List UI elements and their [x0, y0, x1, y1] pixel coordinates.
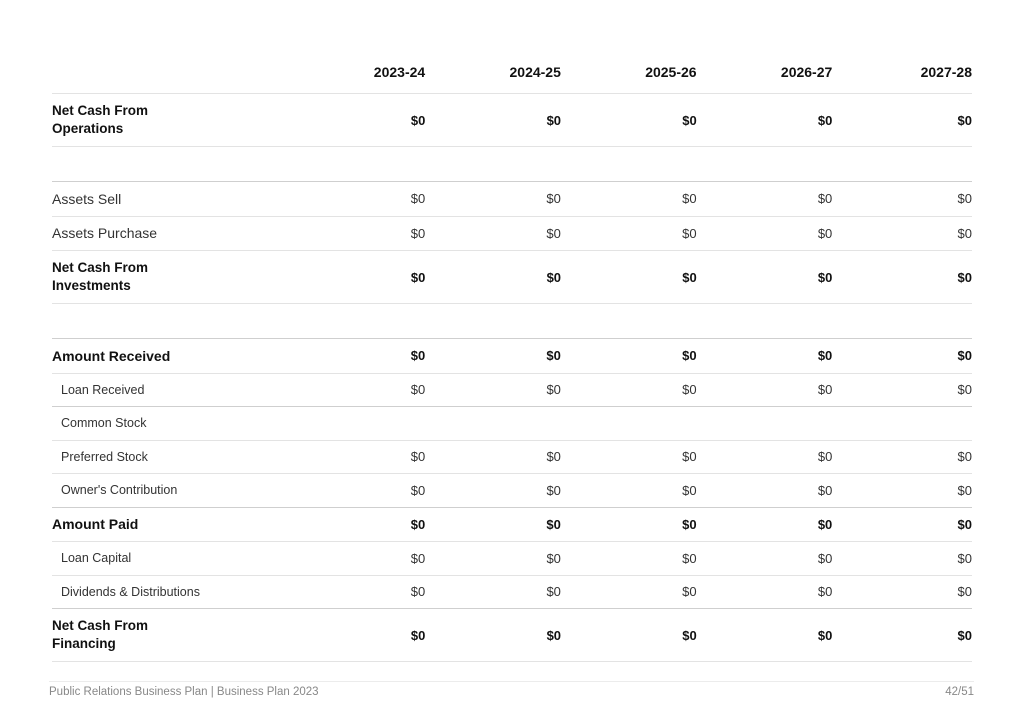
table-row-net-cash-financing: Net Cash From Financing $0 $0 $0 $0 $0 — [52, 609, 972, 662]
row-label: Net Cash From Investments — [52, 260, 149, 293]
row-value: $0 — [546, 550, 561, 566]
row-value: $0 — [682, 584, 697, 600]
table-row-loan-received: Loan Received $0 $0 $0 $0 $0 — [52, 374, 972, 407]
table-header-row: 2023-24 2024-25 2025-26 2026-27 2027-28 — [52, 50, 972, 94]
row-value: $0 — [546, 112, 562, 128]
row-value: $0 — [546, 269, 562, 285]
row-value: $0 — [957, 584, 972, 600]
year-header: 2027-28 — [920, 63, 972, 80]
table-row-net-cash-operations: Net Cash From Operations $0 $0 $0 $0 $0 — [52, 94, 972, 147]
row-value: $0 — [817, 112, 833, 128]
row-value: $0 — [410, 112, 426, 128]
row-value: $0 — [410, 482, 426, 498]
row-label: Loan Capital — [61, 551, 132, 566]
row-value: $0 — [682, 550, 697, 566]
row-value: $0 — [546, 449, 561, 465]
row-label: Preferred Stock — [61, 449, 148, 464]
year-header: 2023-24 — [373, 63, 426, 80]
table-row-amount-paid: Amount Paid $0 $0 $0 $0 $0 — [52, 508, 972, 542]
row-value: $0 — [817, 348, 833, 364]
row-value: $0 — [546, 584, 561, 600]
row-label: Owner's Contribution — [61, 483, 178, 498]
row-value: $0 — [682, 482, 697, 498]
row-value: $0 — [682, 348, 697, 364]
row-value: $0 — [410, 550, 426, 566]
table-row-net-cash-investments: Net Cash From Investments $0 $0 $0 $0 $0 — [52, 251, 972, 304]
row-label: Amount Paid — [52, 516, 139, 533]
row-value: $0 — [957, 482, 972, 498]
table-row-preferred-stock: Preferred Stock $0 $0 $0 $0 $0 — [52, 441, 972, 474]
row-label: Assets Sell — [52, 190, 122, 207]
row-value: $0 — [682, 382, 697, 398]
row-value: $0 — [957, 191, 972, 207]
row-value: $0 — [957, 627, 972, 643]
row-value: $0 — [957, 382, 972, 398]
table-row-dividends: Dividends & Distributions $0 $0 $0 $0 $0 — [52, 576, 972, 609]
row-value: $0 — [410, 627, 426, 643]
row-value: $0 — [410, 225, 426, 241]
cash-flow-table: 2023-24 2024-25 2025-26 2026-27 2027-28 … — [52, 50, 972, 662]
row-value: $0 — [682, 225, 697, 241]
row-label: Assets Purchase — [52, 225, 158, 242]
row-value: $0 — [817, 482, 833, 498]
row-value: $0 — [410, 584, 426, 600]
row-value: $0 — [957, 516, 972, 532]
row-value: $0 — [682, 449, 697, 465]
row-label: Amount Received — [52, 347, 171, 364]
row-value: $0 — [546, 382, 561, 398]
table-row-assets-purchase: Assets Purchase $0 $0 $0 $0 $0 — [52, 217, 972, 251]
table-row-amount-received: Amount Received $0 $0 $0 $0 $0 — [52, 339, 972, 374]
table-row-loan-capital: Loan Capital $0 $0 $0 $0 $0 — [52, 542, 972, 576]
year-header: 2025-26 — [645, 63, 697, 80]
page-number: 42/51 — [945, 686, 974, 698]
row-value: $0 — [817, 627, 833, 643]
row-value: $0 — [817, 269, 833, 285]
row-value: $0 — [410, 191, 426, 207]
row-value: $0 — [817, 516, 833, 532]
row-value: $0 — [410, 348, 426, 364]
row-value: $0 — [410, 382, 426, 398]
row-value: $0 — [682, 112, 697, 128]
row-value: $0 — [957, 269, 972, 285]
row-value: $0 — [817, 449, 833, 465]
row-label: Loan Received — [61, 382, 145, 397]
row-value: $0 — [957, 225, 972, 241]
row-value: $0 — [546, 627, 562, 643]
row-value: $0 — [682, 269, 697, 285]
row-label: Dividends & Distributions — [61, 584, 200, 599]
table-row-assets-sell: Assets Sell $0 $0 $0 $0 $0 — [52, 182, 972, 217]
row-value: $0 — [410, 449, 426, 465]
row-value: $0 — [957, 348, 972, 364]
row-value: $0 — [546, 516, 561, 532]
row-value: $0 — [957, 449, 972, 465]
row-value: $0 — [546, 482, 561, 498]
row-value: $0 — [817, 225, 833, 241]
year-header: 2026-27 — [780, 63, 833, 80]
row-value: $0 — [817, 584, 833, 600]
row-value: $0 — [682, 516, 697, 532]
row-value: $0 — [957, 550, 972, 566]
row-label: Common Stock — [61, 416, 147, 431]
footer-title: Public Relations Business Plan | Busines… — [49, 686, 319, 698]
page-footer: Public Relations Business Plan | Busines… — [49, 681, 974, 698]
section-spacer — [52, 147, 972, 182]
row-value: $0 — [817, 550, 833, 566]
year-header: 2024-25 — [509, 63, 561, 80]
row-value: $0 — [817, 382, 833, 398]
row-value: $0 — [682, 191, 697, 207]
row-value: $0 — [410, 516, 426, 532]
row-value: $0 — [817, 191, 833, 207]
table-row-common-stock: Common Stock — [52, 407, 972, 441]
row-value: $0 — [957, 112, 972, 128]
section-spacer — [52, 304, 972, 339]
row-label: Net Cash From Financing — [52, 618, 149, 651]
row-value: $0 — [682, 627, 697, 643]
row-value: $0 — [546, 225, 561, 241]
row-value: $0 — [546, 348, 561, 364]
row-value: $0 — [410, 269, 426, 285]
row-label: Net Cash From Operations — [52, 103, 149, 136]
row-value: $0 — [546, 191, 561, 207]
table-row-owners-contribution: Owner's Contribution $0 $0 $0 $0 $0 — [52, 474, 972, 508]
